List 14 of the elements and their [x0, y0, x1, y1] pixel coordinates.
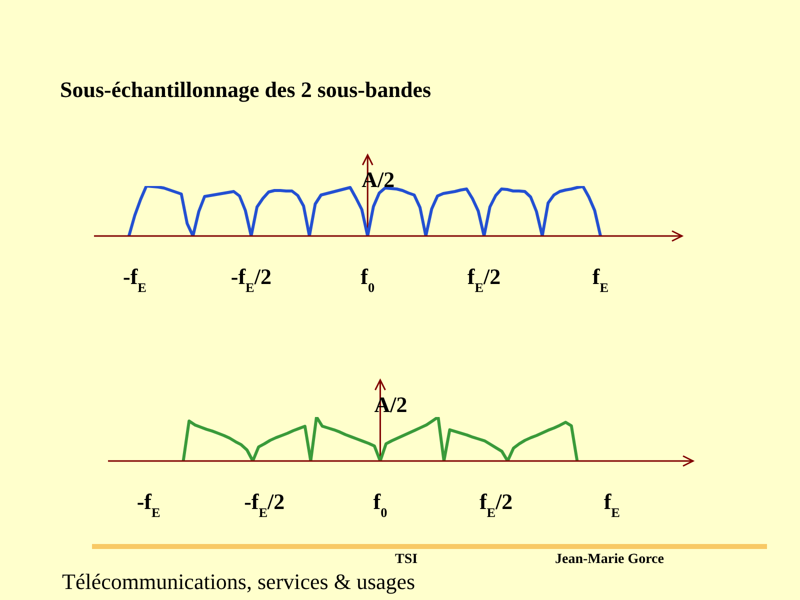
x-tick-label: -f$_{E}$	[136, 489, 160, 520]
x-tick-label: f$_{0}$	[360, 264, 375, 294]
x-tick-label: f$_{E}$	[604, 489, 620, 520]
x-tick-label: -f$_{E}$	[123, 264, 147, 294]
chart-title: Sous-échantillonnage des 2 sous-bandes	[60, 76, 432, 104]
x-tick-label: f$_{E}$/2	[479, 489, 513, 520]
text: Télécommunications, services & usages	[62, 569, 416, 595]
x-tick-label: -f$_{E}$/2	[244, 489, 285, 520]
x-tick-label: f$_{0}$	[373, 489, 388, 520]
text: TSI	[395, 551, 418, 569]
x-tick-label: f$_{E}$/2	[467, 264, 501, 294]
x-tick-label: -f$_{E}$/2	[230, 264, 272, 294]
x-tick-label: f$_{E}$	[592, 264, 609, 294]
text: Jean-Marie Gorce	[555, 551, 664, 569]
